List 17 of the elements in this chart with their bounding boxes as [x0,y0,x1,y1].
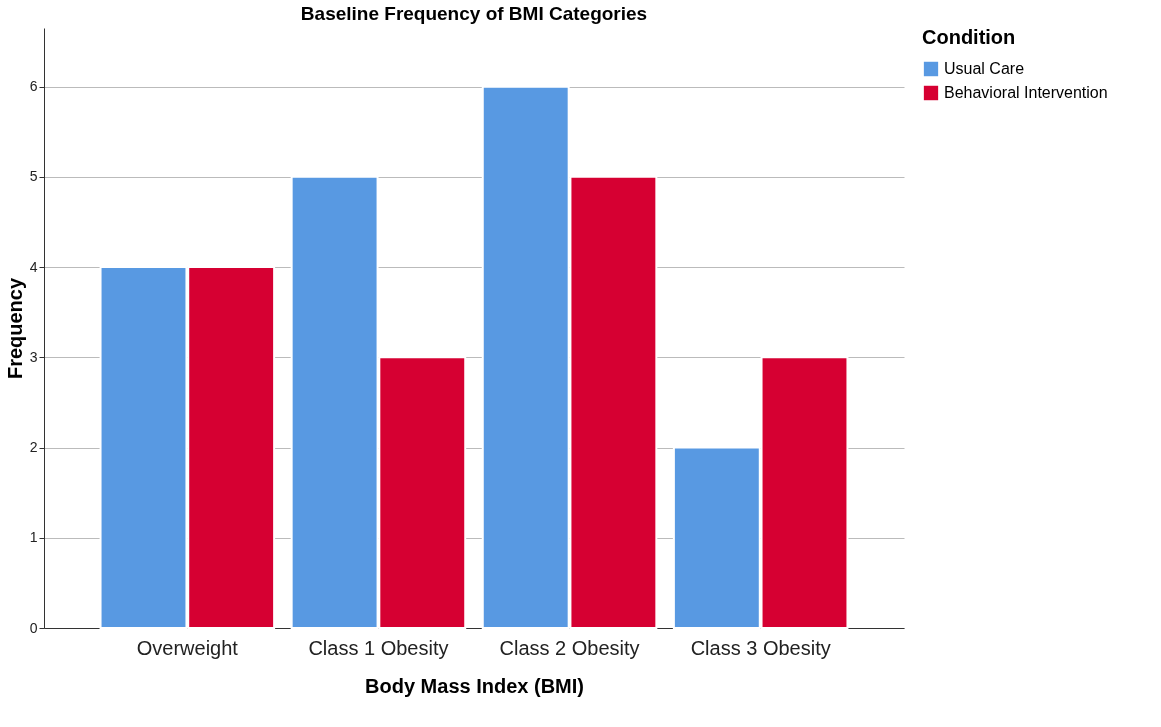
legend-label: Usual Care [944,60,1025,77]
x-tick-label: Class 2 Obesity [499,636,640,659]
x-tick-label: Class 3 Obesity [690,636,831,659]
legend-label: Behavioral Intervention [944,84,1108,101]
x-tick-label: Overweight [136,636,239,659]
y-tick-label: 4 [29,258,38,275]
y-tick-label: 2 [29,439,38,456]
chart-title: Baseline Frequency of BMI Categories [300,3,648,24]
y-tick-label: 6 [29,78,38,95]
y-axis-title: Frequency [3,277,26,380]
y-tick-label: 1 [29,529,38,546]
y-tick-label: 5 [29,168,38,185]
x-axis-title: Body Mass Index (BMI) [365,674,584,697]
y-tick-label: 3 [29,348,38,365]
y-tick-label: 0 [29,619,38,636]
legend-title: Condition [922,26,1016,48]
x-tick-label: Class 1 Obesity [308,636,449,659]
